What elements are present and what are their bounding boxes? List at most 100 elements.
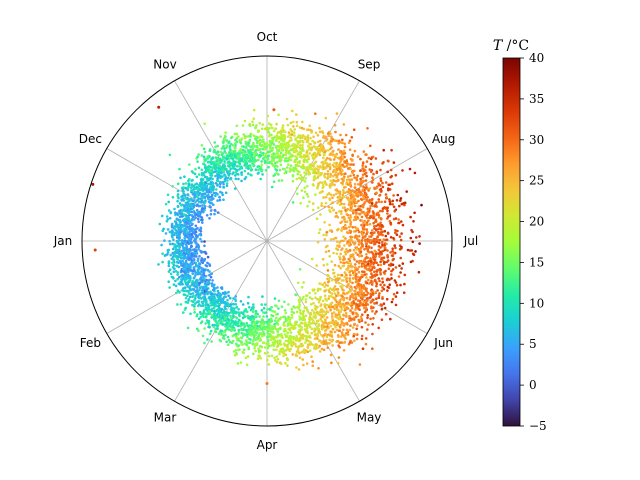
scatter-point <box>318 350 322 353</box>
scatter-point <box>181 244 184 248</box>
scatter-point <box>326 277 329 281</box>
scatter-point <box>310 148 313 152</box>
scatter-point <box>180 239 184 242</box>
scatter-point <box>179 176 182 180</box>
scatter-point <box>335 278 338 282</box>
scatter-point <box>222 198 225 201</box>
scatter-point <box>203 205 207 208</box>
scatter-point <box>298 318 302 321</box>
scatter-point <box>193 302 197 306</box>
scatter-point <box>234 295 237 298</box>
scatter-point <box>342 215 346 219</box>
scatter-point <box>226 322 229 325</box>
scatter-point <box>217 311 221 315</box>
scatter-point <box>336 288 340 291</box>
scatter-point <box>243 177 247 181</box>
scatter-point <box>389 223 393 226</box>
scatter-point <box>268 122 271 125</box>
scatter-point <box>224 135 227 139</box>
scatter-point <box>346 162 350 166</box>
scatter-point <box>345 231 349 234</box>
scatter-point <box>216 144 219 148</box>
scatter-point <box>157 263 160 266</box>
scatter-point <box>201 334 205 338</box>
scatter-point <box>340 286 344 290</box>
scatter-point <box>287 150 291 153</box>
scatter-point <box>364 171 368 175</box>
scatter-point <box>376 235 379 239</box>
scatter-point <box>320 341 324 345</box>
scatter-point <box>341 247 344 250</box>
scatter-point <box>370 180 374 184</box>
scatter-point <box>200 285 203 289</box>
scatter-point <box>381 209 384 213</box>
scatter-point <box>349 222 352 226</box>
scatter-point <box>263 148 267 151</box>
scatter-point <box>237 328 241 332</box>
scatter-point <box>315 217 319 220</box>
scatter-point <box>395 284 399 287</box>
scatter-point <box>271 330 275 334</box>
scatter-point <box>204 308 208 311</box>
scatter-point <box>400 247 403 250</box>
scatter-point <box>375 191 378 195</box>
scatter-point <box>340 320 344 324</box>
scatter-point <box>208 205 211 208</box>
scatter-point <box>204 175 207 179</box>
scatter-point <box>340 239 343 243</box>
scatter-point <box>201 250 204 254</box>
scatter-point <box>220 332 224 336</box>
scatter-point <box>371 347 374 351</box>
scatter-point <box>208 309 211 313</box>
scatter-point <box>309 165 313 168</box>
scatter-point <box>345 276 349 280</box>
scatter-point <box>393 209 397 213</box>
scatter-point <box>353 186 357 189</box>
scatter-point <box>327 134 331 137</box>
scatter-point <box>320 204 323 207</box>
scatter-point <box>291 174 295 178</box>
scatter-point <box>213 315 217 319</box>
scatter-point <box>295 113 298 116</box>
scatter-point <box>364 337 368 340</box>
scatter-point <box>396 229 399 233</box>
scatter-point <box>305 140 309 144</box>
scatter-point <box>184 306 187 310</box>
scatter-point <box>349 214 352 217</box>
scatter-point <box>343 322 347 326</box>
scatter-point <box>317 346 320 349</box>
scatter-point <box>355 260 359 263</box>
scatter-point <box>330 202 334 205</box>
scatter-point <box>305 335 308 338</box>
scatter-point <box>325 231 329 234</box>
scatter-point <box>362 150 366 153</box>
scatter-point <box>353 289 357 293</box>
scatter-point <box>353 322 357 326</box>
scatter-point <box>282 354 285 358</box>
scatter-point <box>318 191 322 195</box>
scatter-point <box>338 277 341 280</box>
scatter-point <box>328 342 331 345</box>
scatter-point <box>333 292 337 295</box>
scatter-point <box>234 143 237 147</box>
scatter-point <box>285 157 288 160</box>
scatter-point <box>290 307 294 311</box>
scatter-point <box>228 146 232 149</box>
scatter-point <box>211 189 215 192</box>
scatter-point <box>257 158 260 162</box>
scatter-point <box>367 156 371 160</box>
scatter-point <box>400 232 403 235</box>
scatter-point <box>345 314 348 317</box>
scatter-point <box>338 310 342 314</box>
scatter-point <box>380 289 384 293</box>
scatter-point <box>235 317 239 320</box>
scatter-point <box>185 215 189 219</box>
scatter-point <box>325 316 329 319</box>
scatter-point <box>306 169 310 173</box>
scatter-point <box>213 293 217 296</box>
scatter-point <box>328 334 332 337</box>
scatter-point <box>376 223 380 227</box>
scatter-point <box>350 199 354 202</box>
scatter-point <box>314 314 317 318</box>
scatter-point <box>394 229 397 232</box>
